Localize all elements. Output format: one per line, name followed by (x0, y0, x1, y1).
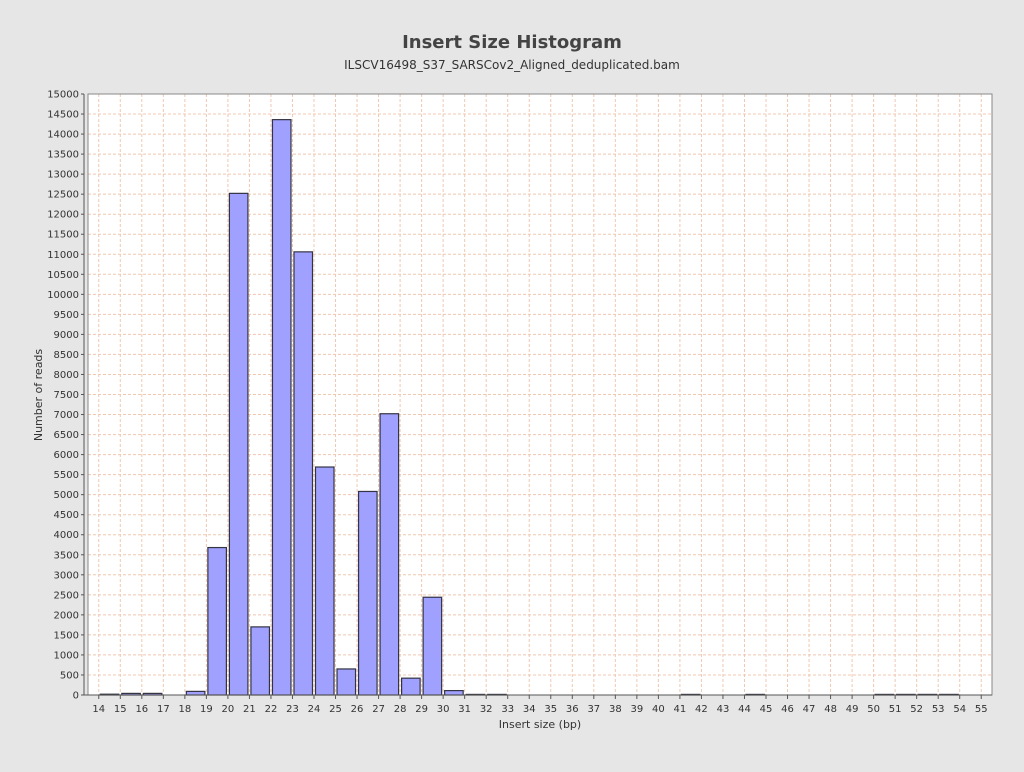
x-tick-label: 43 (717, 704, 730, 715)
x-tick-label: 17 (157, 704, 170, 715)
x-tick-label: 23 (286, 704, 299, 715)
chart-title: Insert Size Histogram (402, 32, 622, 53)
x-tick-label: 32 (480, 704, 493, 715)
y-tick-label: 2500 (54, 590, 79, 601)
x-tick-label: 35 (544, 704, 557, 715)
y-tick-label: 6500 (54, 430, 79, 441)
x-tick-label: 52 (910, 704, 923, 715)
x-tick-label: 48 (824, 704, 837, 715)
x-tick-label: 16 (135, 704, 148, 715)
x-tick-label: 34 (523, 704, 536, 715)
y-tick-label: 4000 (54, 530, 79, 541)
x-tick-label: 40 (652, 704, 665, 715)
x-tick-label: 15 (114, 704, 127, 715)
histogram-bar (422, 596, 443, 696)
y-tick-label: 11500 (47, 230, 79, 241)
x-tick-label: 27 (372, 704, 385, 715)
x-tick-label: 28 (394, 704, 407, 715)
y-tick-label: 3500 (54, 550, 79, 561)
x-tick-label: 36 (566, 704, 579, 715)
histogram-bar (400, 677, 421, 696)
histogram-bar (336, 668, 357, 696)
x-tick-label: 41 (674, 704, 687, 715)
y-tick-label: 13500 (47, 150, 79, 161)
x-tick-label: 25 (329, 704, 342, 715)
y-tick-label: 3000 (54, 570, 79, 581)
chart-subtitle: ILSCV16498_S37_SARSCov2_Aligned_deduplic… (344, 58, 680, 72)
x-tick-label: 42 (695, 704, 708, 715)
histogram-bar (357, 490, 378, 696)
x-tick-label: 37 (587, 704, 600, 715)
histogram-bar (228, 192, 249, 696)
y-tick-label: 5000 (54, 490, 79, 501)
histogram-bar (314, 466, 335, 696)
x-tick-label: 55 (975, 704, 988, 715)
y-tick-label: 8500 (54, 350, 79, 361)
x-tick-label: 51 (889, 704, 902, 715)
y-tick-label: 14500 (47, 110, 79, 121)
x-tick-label: 14 (92, 704, 105, 715)
x-tick-label: 50 (867, 704, 880, 715)
y-tick-label: 15000 (47, 90, 79, 101)
x-tick-label: 20 (222, 704, 235, 715)
x-tick-label: 30 (437, 704, 450, 715)
x-tick-label: 29 (415, 704, 428, 715)
histogram-bar (207, 546, 228, 696)
y-tick-label: 10500 (47, 270, 79, 281)
y-tick-label: 12000 (47, 210, 79, 221)
histogram-bar (379, 413, 400, 696)
x-tick-label: 39 (630, 704, 643, 715)
y-tick-label: 2000 (54, 610, 79, 621)
y-tick-label: 1000 (54, 650, 79, 661)
x-tick-label: 26 (351, 704, 364, 715)
x-tick-label: 49 (846, 704, 859, 715)
histogram-bar (185, 690, 206, 696)
x-tick-label: 38 (609, 704, 622, 715)
x-tick-label: 24 (308, 704, 321, 715)
y-axis-label: Number of reads (32, 349, 45, 442)
x-tick-label: 21 (243, 704, 256, 715)
x-tick-label: 54 (953, 704, 966, 715)
y-tick-label: 4500 (54, 510, 79, 521)
axes: 0 500 1000 1500 2000 2500 3000 3500 4000 4500 5000… (47, 90, 993, 715)
bars (99, 119, 959, 696)
histogram-bar (250, 626, 271, 696)
y-tick-label: 8000 (54, 370, 79, 381)
y-tick-label: 14000 (47, 130, 79, 141)
x-tick-label: 22 (265, 704, 278, 715)
y-tick-label: 5500 (54, 470, 79, 481)
x-tick-label: 45 (760, 704, 773, 715)
y-tick-label: 6000 (54, 450, 79, 461)
x-tick-label: 18 (178, 704, 191, 715)
y-tick-label: 7500 (54, 390, 79, 401)
x-axis-label: Insert size (bp) (499, 718, 581, 731)
y-tick-label: 7000 (54, 410, 79, 421)
y-tick-label: 0 (73, 691, 79, 702)
y-tick-label: 13000 (47, 170, 79, 181)
y-tick-label: 9000 (54, 330, 79, 341)
y-tick-label: 500 (60, 670, 79, 681)
x-tick-label: 31 (458, 704, 471, 715)
x-tick-label: 19 (200, 704, 213, 715)
y-tick-label: 1500 (54, 630, 79, 641)
x-tick-label: 47 (803, 704, 816, 715)
x-tick-label: 46 (781, 704, 794, 715)
y-tick-label: 11000 (47, 250, 79, 261)
histogram-bar (444, 689, 464, 696)
x-tick-label: 44 (738, 704, 751, 715)
x-tick-label: 33 (501, 704, 514, 715)
histogram-bar (293, 251, 314, 696)
x-tick-label: 53 (932, 704, 945, 715)
y-tick-label: 12500 (47, 190, 79, 201)
y-tick-label: 10000 (47, 290, 79, 301)
y-tick-label: 9500 (54, 310, 79, 321)
histogram-bar (271, 119, 292, 696)
